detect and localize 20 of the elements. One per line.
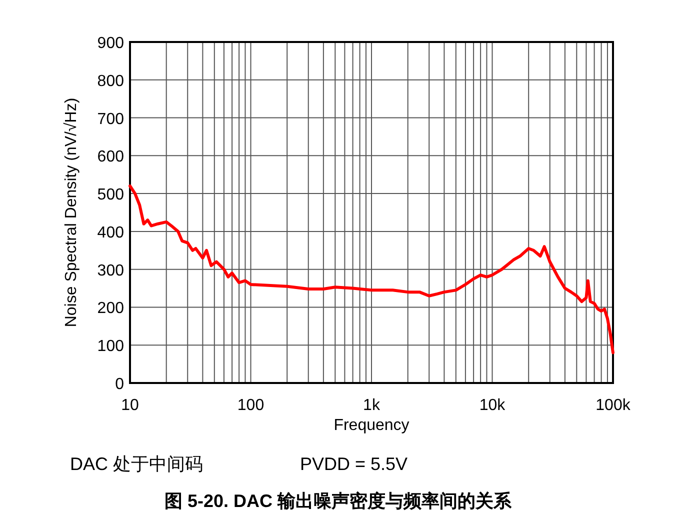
x-tick-label: 10k — [479, 397, 506, 414]
y-tick-label: 0 — [115, 376, 124, 393]
y-tick-label: 200 — [97, 300, 124, 318]
y-tick-label: 100 — [97, 338, 124, 356]
x-tick-label: 1k — [363, 397, 381, 414]
x-tick-label: 100k — [596, 397, 632, 414]
text: 图 5-20. DAC 输出噪声密度与频率间的关系 — [164, 491, 513, 511]
y-tick-label: 500 — [97, 186, 124, 204]
x-tick-label: 10 — [121, 397, 139, 414]
y-tick-label: 600 — [97, 148, 124, 166]
text: DAC 处于中间码 — [70, 454, 204, 474]
text: PVDD = 5.5V — [300, 454, 408, 474]
y-axis-title: Noise Spectral Density (nV/√Hz) — [63, 98, 80, 328]
y-tick-label: 300 — [97, 262, 124, 280]
y-tick-label: 700 — [97, 110, 124, 128]
x-tick-label: 100 — [237, 397, 264, 414]
y-tick-label: 900 — [97, 35, 124, 52]
y-tick-label: 800 — [97, 72, 124, 90]
x-axis-title: Frequency — [334, 417, 410, 434]
y-tick-label: 400 — [97, 224, 124, 242]
